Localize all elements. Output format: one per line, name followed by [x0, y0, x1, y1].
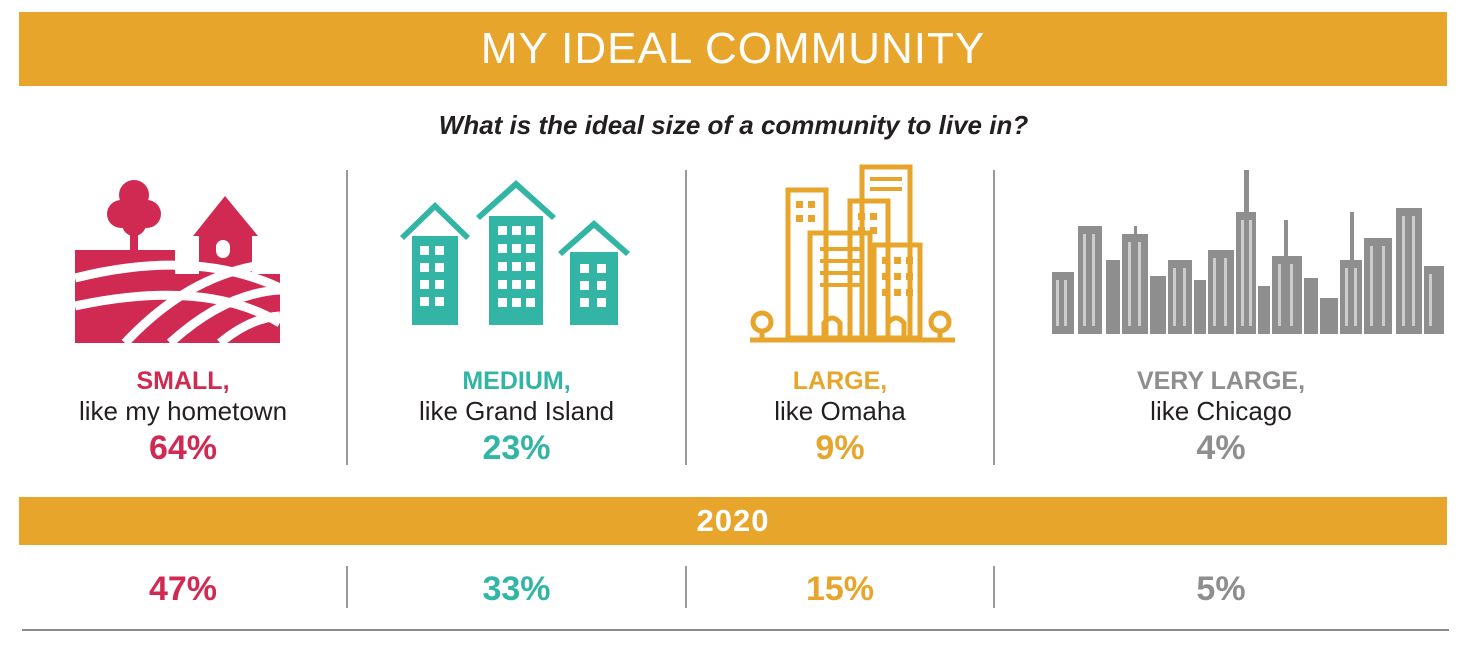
apartments-icon	[400, 180, 630, 325]
category-label: VERY LARGE,	[1136, 367, 1306, 395]
current-percent: 9%	[815, 429, 865, 467]
category-sublabel: like Grand Island	[418, 396, 615, 426]
prior-percent-small: 47%	[148, 570, 218, 608]
prior-percent-medium: 33%	[482, 570, 551, 608]
category-sublabel: like Omaha	[774, 396, 906, 426]
year-label: 2020	[696, 503, 770, 538]
farm-icon	[75, 180, 280, 343]
category-label: SMALL,	[136, 367, 230, 395]
category-large: LARGE, like Omaha 9%	[687, 366, 993, 470]
column-divider	[685, 170, 687, 465]
current-percent: 23%	[482, 429, 551, 467]
category-label: LARGE,	[792, 367, 888, 395]
column-divider	[685, 566, 687, 608]
skyline-icon	[1052, 170, 1444, 334]
column-divider	[993, 170, 995, 465]
prior-percent-large: 15%	[805, 570, 875, 608]
title-banner: MY IDEAL COMMUNITY	[19, 12, 1447, 86]
category-very-large: VERY LARGE, like Chicago 4%	[995, 366, 1447, 470]
category-label: MEDIUM,	[462, 367, 571, 395]
current-percent: 4%	[1196, 429, 1246, 467]
page-title: MY IDEAL COMMUNITY	[480, 24, 986, 73]
prior-percent-very-large: 5%	[1196, 570, 1246, 608]
column-divider	[346, 170, 348, 465]
column-divider	[993, 566, 995, 608]
category-sublabel: like my hometown	[78, 396, 288, 426]
category-small: SMALL, like my hometown 64%	[20, 366, 346, 470]
survey-question: What is the ideal size of a community to…	[438, 110, 1029, 140]
column-divider	[346, 566, 348, 608]
category-sublabel: like Chicago	[1150, 396, 1292, 426]
office-buildings-icon	[750, 164, 955, 343]
bottom-rule	[22, 629, 1449, 631]
current-percent: 64%	[148, 429, 218, 467]
year-banner: 2020	[19, 497, 1447, 545]
category-medium: MEDIUM, like Grand Island 23%	[348, 366, 685, 470]
